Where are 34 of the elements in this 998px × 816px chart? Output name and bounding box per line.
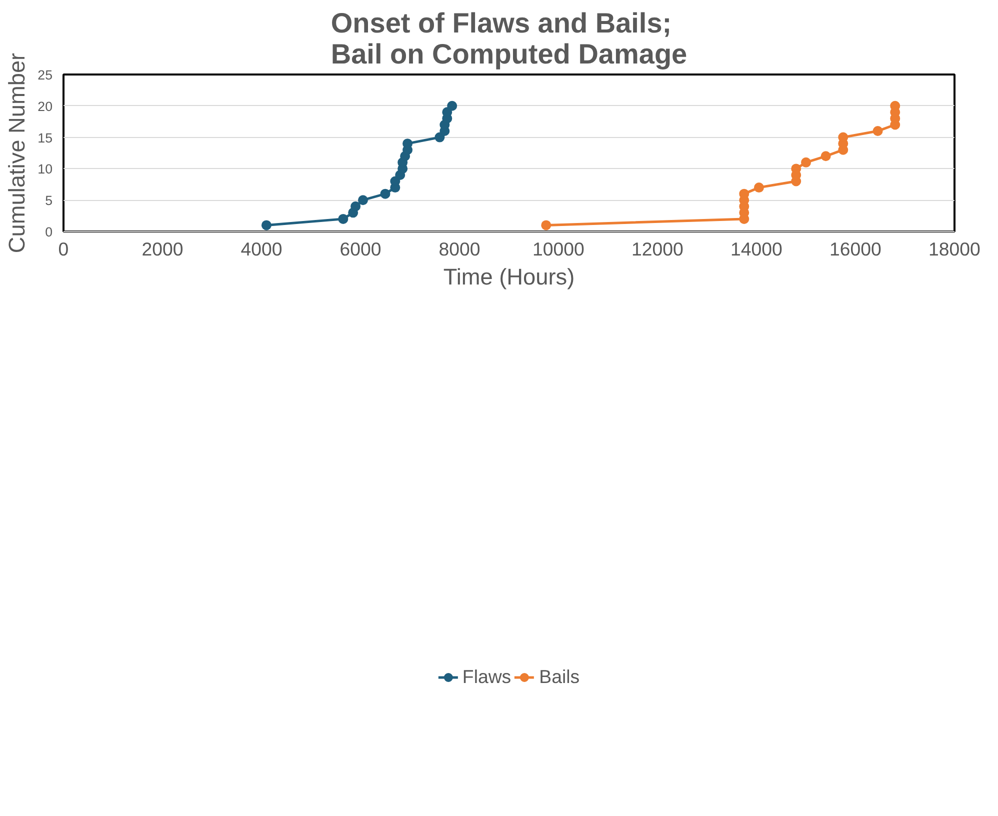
point: [890, 100, 900, 111]
point: [447, 100, 458, 111]
point: [820, 151, 831, 162]
x-axis-title: Time (Hours): [443, 264, 575, 290]
x-tick-label: 14000: [730, 238, 782, 260]
legend-label: Flaws: [462, 666, 512, 688]
point: [338, 214, 348, 224]
y-tick-label: 5: [45, 193, 53, 208]
y-tick-label: 25: [38, 68, 53, 82]
point: [541, 220, 552, 230]
point: [261, 220, 272, 230]
x-tick-label: 2000: [142, 238, 184, 260]
y-tick-label: 10: [38, 162, 53, 177]
x-tick-label: 0: [58, 238, 69, 260]
point: [380, 188, 390, 199]
x-tick-label: 18000: [928, 238, 980, 260]
x-tick-label: 16000: [830, 238, 882, 260]
legend-label: Bails: [539, 666, 580, 688]
x-tick-label: 4000: [240, 238, 282, 260]
y-tick-label: 20: [38, 98, 53, 114]
point: [358, 195, 368, 206]
point: [739, 188, 750, 199]
x-tick-label: 10000: [532, 238, 584, 260]
x-tick-label: 6000: [340, 238, 382, 260]
point: [754, 182, 764, 193]
x-tick-label: 12000: [632, 238, 684, 260]
point: [801, 157, 811, 168]
chart-title: Onset of Flaws and Bails; Bail on Computed Damage: [330, 8, 688, 70]
point: [872, 126, 883, 136]
y-axis-title: Cumulative Number: [4, 52, 30, 254]
x-tick-label: 8000: [438, 238, 480, 260]
y-tick-label: 0: [45, 224, 53, 240]
point: [350, 201, 361, 212]
y-tick-label: 15: [38, 130, 53, 146]
